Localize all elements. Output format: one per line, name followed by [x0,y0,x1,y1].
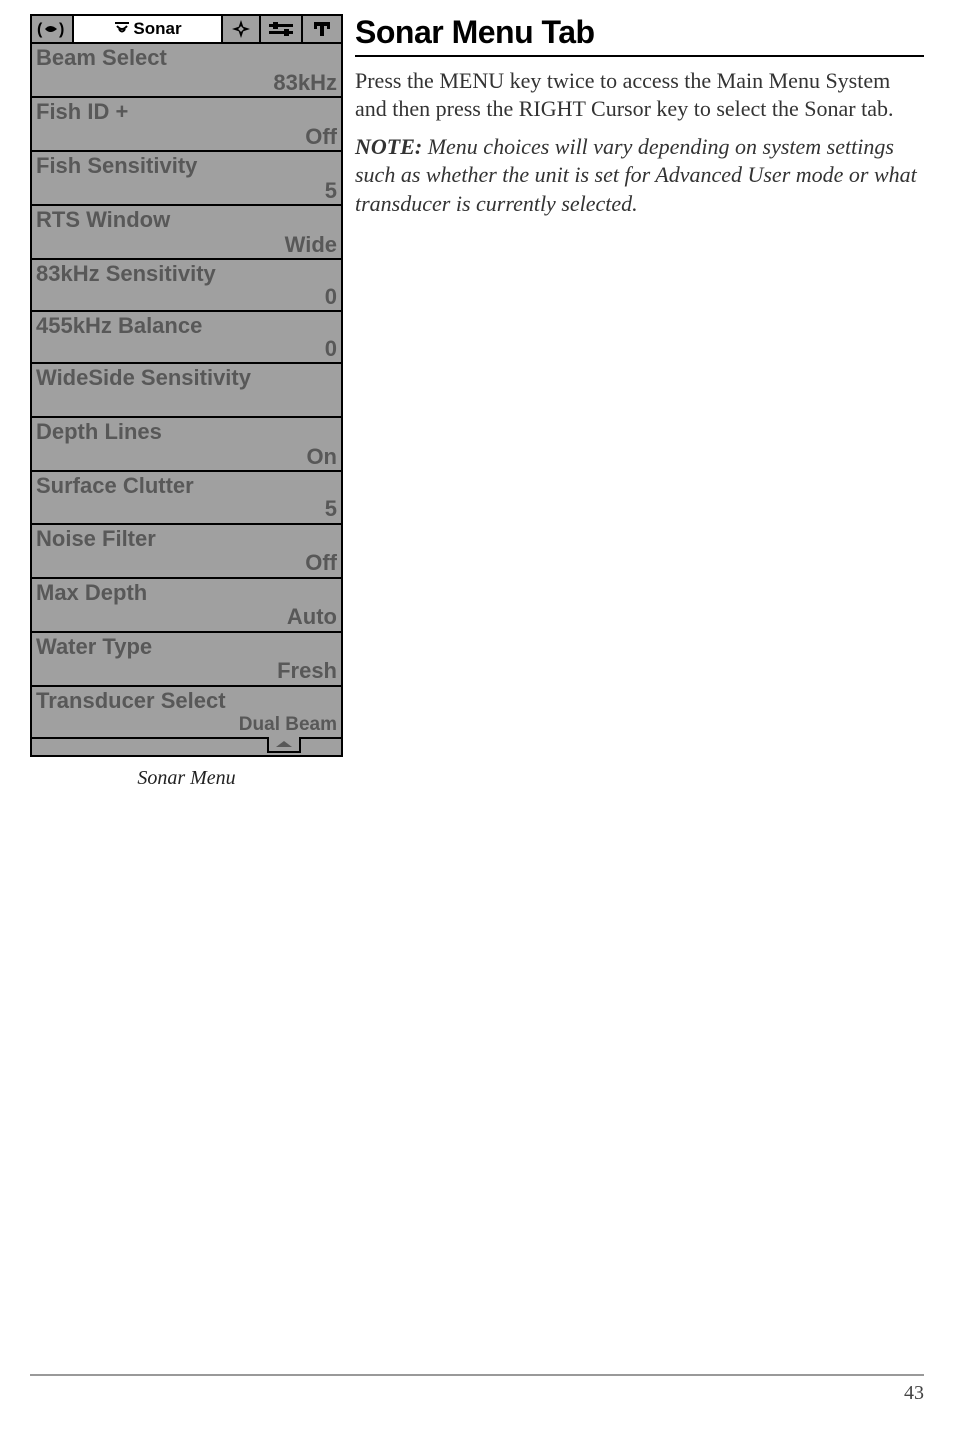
sonar-icon [113,20,131,38]
item-value: Off [36,551,337,574]
item-label: 83kHz Sensitivity [36,262,337,285]
section-heading: Sonar Menu Tab [355,14,924,51]
item-label: Max Depth [36,581,337,604]
item-value: 0 [36,285,337,308]
item-label: Transducer Select [36,689,337,712]
chevron-up-icon [274,739,294,749]
tab-nav[interactable] [223,16,261,42]
item-label: RTS Window [36,208,337,231]
item-value: Off [36,125,337,148]
item-value: Dual Beam [36,715,337,735]
scroll-down-indicator[interactable] [32,737,341,755]
item-label: Noise Filter [36,527,337,550]
intro-paragraph: Press the MENU key twice to access the M… [355,67,924,123]
item-label: WideSide Sensitivity [36,366,337,389]
item-label: Fish Sensitivity [36,154,337,177]
item-label: Beam Select [36,46,337,69]
note-label: NOTE: [355,134,422,159]
compass-icon [230,18,252,40]
menu-item-beam-select[interactable]: Beam Select 83kHz [32,44,341,98]
page-number: 43 [30,1382,924,1405]
item-label: Water Type [36,635,337,658]
article-body: Sonar Menu Tab Press the MENU key twice … [343,14,924,218]
item-value: 5 [36,179,337,202]
tab-setup[interactable] [303,16,341,42]
note-body: Menu choices will vary depending on syst… [355,134,917,215]
tab-sonar[interactable]: Sonar [74,16,223,42]
fish-alarm-icon: ( ) [37,20,67,38]
svg-text:): ) [59,21,64,38]
item-value: Wide [36,233,337,256]
svg-text:(: ( [37,21,43,38]
sonar-menu-list: Beam Select 83kHz Fish ID + Off Fish Sen… [30,42,343,757]
menu-item-max-depth[interactable]: Max Depth Auto [32,579,341,633]
menu-item-rts-window[interactable]: RTS Window Wide [32,206,341,260]
menu-item-surface-clutter[interactable]: Surface Clutter 5 [32,472,341,524]
page-footer: 43 [30,1374,924,1405]
menu-item-transducer-select[interactable]: Transducer Select Dual Beam [32,687,341,737]
tab-alarms[interactable]: ( ) [32,16,74,42]
note-paragraph: NOTE: Menu choices will vary depending o… [355,133,924,217]
menu-item-fish-sensitivity[interactable]: Fish Sensitivity 5 [32,152,341,206]
item-value: Fresh [36,659,337,682]
item-value: On [36,445,337,468]
footer-rule [30,1374,924,1376]
item-label: 455kHz Balance [36,314,337,337]
item-value: Auto [36,605,337,628]
heading-rule [355,55,924,57]
item-value: 5 [36,497,337,520]
tab-chart[interactable] [261,16,303,42]
item-label: Depth Lines [36,420,337,443]
item-label: Fish ID + [36,100,337,123]
tab-sonar-label: Sonar [133,19,181,39]
wrench-icon [311,20,333,38]
menu-item-wideside-sensitivity[interactable]: WideSide Sensitivity [32,364,341,418]
menu-item-83khz-sensitivity[interactable]: 83kHz Sensitivity 0 [32,260,341,312]
menu-item-fish-id[interactable]: Fish ID + Off [32,98,341,152]
menu-item-depth-lines[interactable]: Depth Lines On [32,418,341,472]
sonar-menu-figure: ( ) Sonar [30,14,343,790]
item-value: 0 [36,337,337,360]
menu-item-455khz-balance[interactable]: 455kHz Balance 0 [32,312,341,364]
figure-caption: Sonar Menu [30,767,343,790]
menu-tabs: ( ) Sonar [30,14,343,42]
sliders-icon [267,20,295,38]
menu-item-water-type[interactable]: Water Type Fresh [32,633,341,687]
item-value: 83kHz [36,71,337,94]
item-label: Surface Clutter [36,474,337,497]
menu-item-noise-filter[interactable]: Noise Filter Off [32,525,341,579]
